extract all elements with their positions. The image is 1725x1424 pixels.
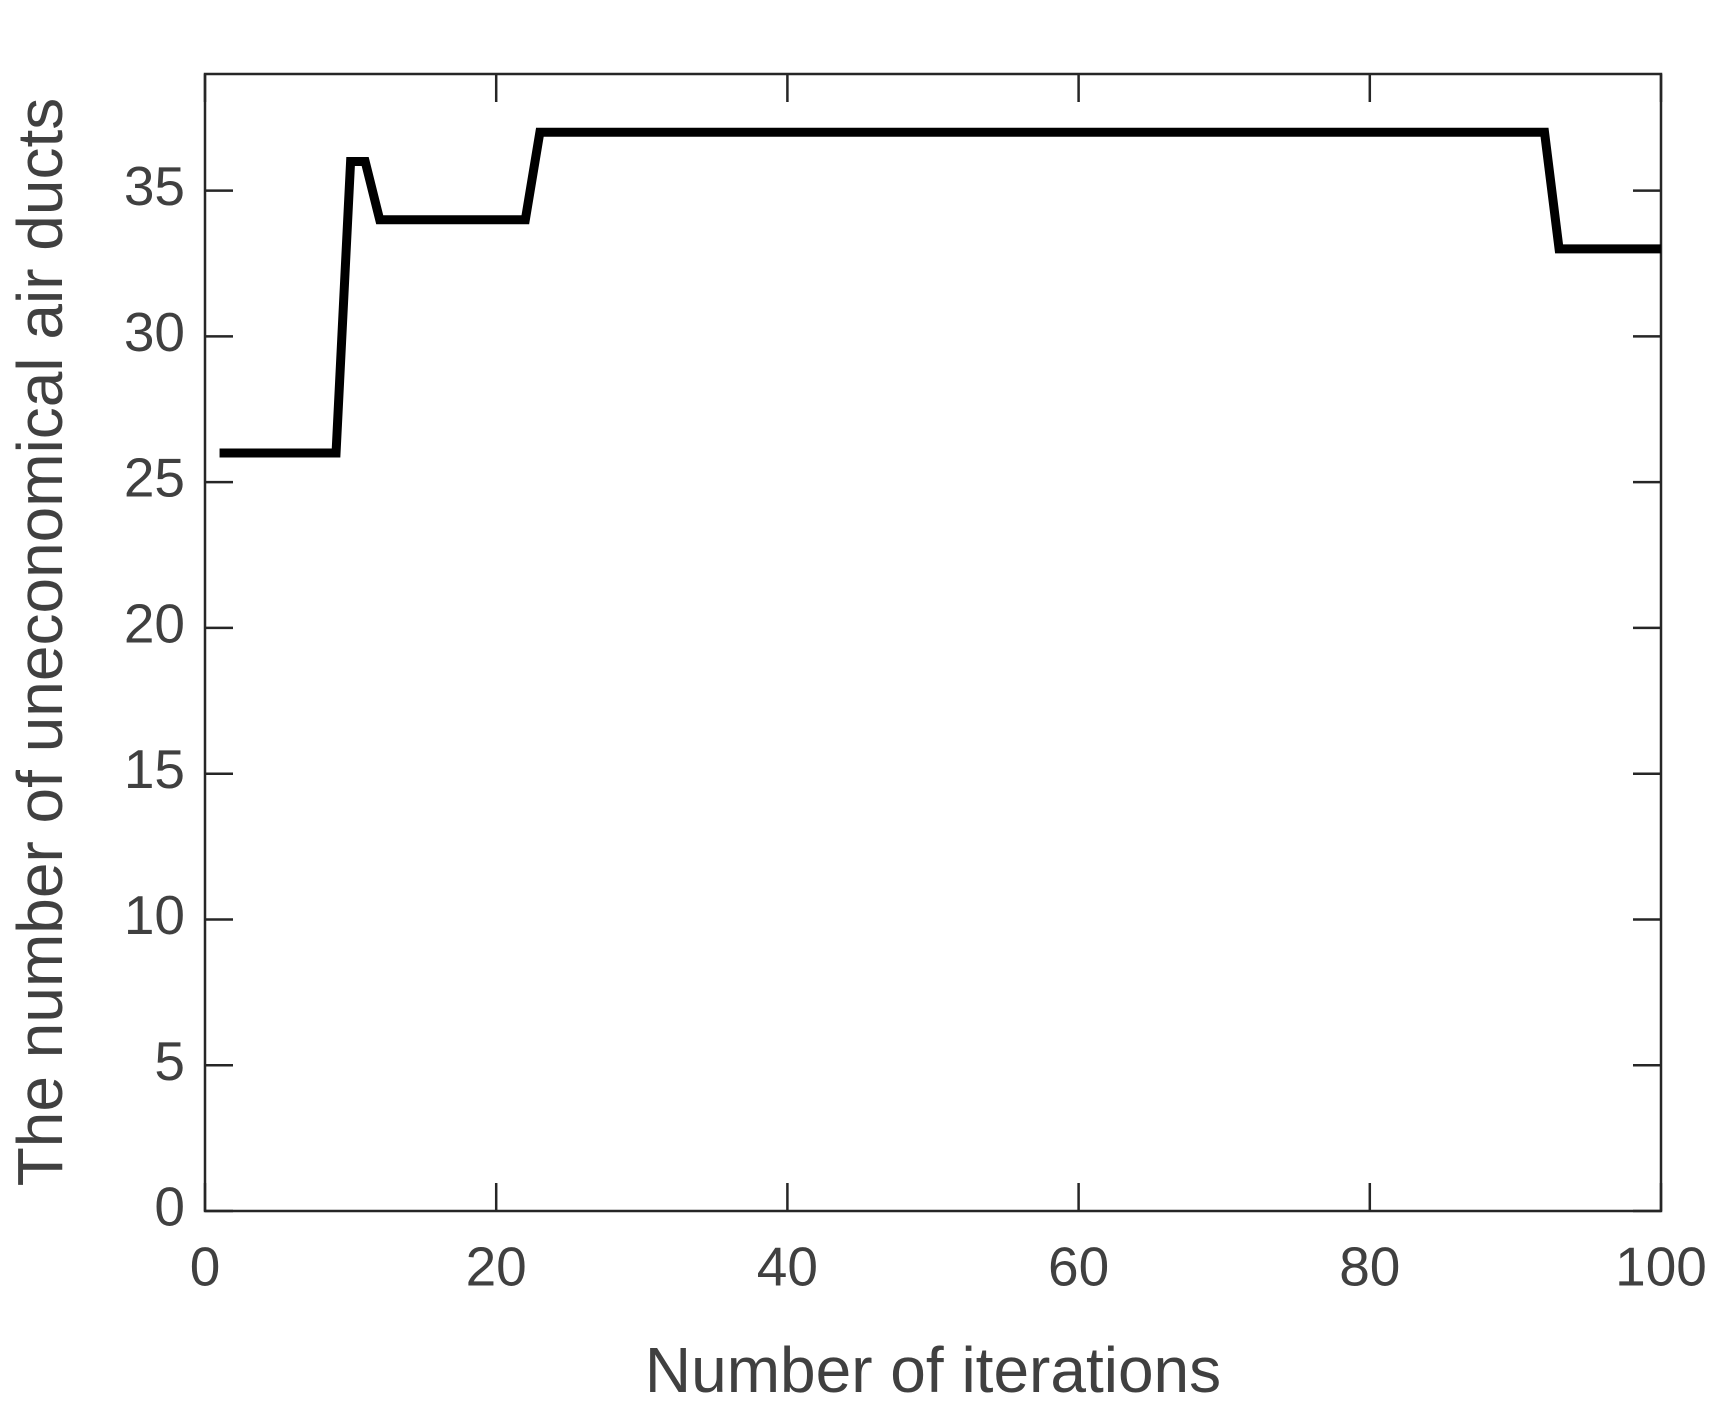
y-tick-label: 25 <box>124 447 185 509</box>
y-tick-label: 30 <box>124 301 185 363</box>
y-tick-label: 15 <box>124 738 185 800</box>
y-tick-label: 10 <box>124 884 185 946</box>
y-tick-label: 5 <box>154 1030 185 1092</box>
x-tick-label: 20 <box>466 1236 527 1298</box>
y-tick-label: 20 <box>124 592 185 654</box>
y-axis-label: The number of uneconomical air ducts <box>4 98 76 1187</box>
y-tick-label: 0 <box>154 1176 185 1238</box>
data-line <box>219 127 1661 458</box>
x-tick-label: 0 <box>190 1236 221 1298</box>
y-tick-label: 35 <box>124 155 185 217</box>
x-tick-label: 40 <box>757 1236 818 1298</box>
plot-frame <box>203 72 1663 1213</box>
x-tick-label: 80 <box>1339 1236 1400 1298</box>
x-tick-label: 100 <box>1615 1236 1707 1298</box>
x-axis-label: Number of iterations <box>645 1334 1221 1406</box>
x-tick-label: 60 <box>1048 1236 1109 1298</box>
